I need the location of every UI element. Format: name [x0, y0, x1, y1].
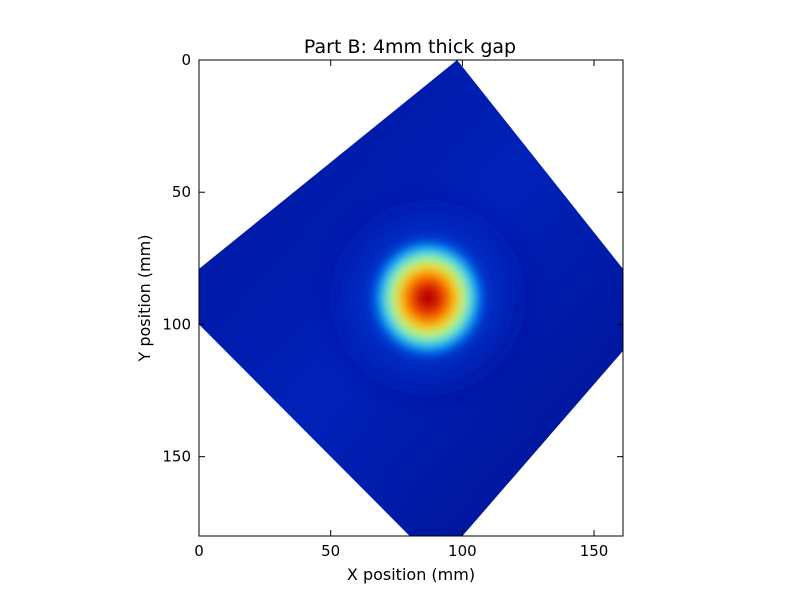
y-axis: 0 50 100 150 [162, 51, 623, 466]
y-tick-label: 100 [162, 315, 191, 333]
x-axis: 0 50 100 150 [194, 60, 608, 560]
y-tick-label: 0 [181, 51, 191, 69]
chart-title: Part B: 4mm thick gap [304, 36, 516, 58]
heatmap-hotspot [370, 237, 486, 359]
plot-area [199, 60, 623, 536]
x-tick-label: 0 [194, 542, 204, 560]
x-tick-label: 100 [448, 542, 477, 560]
plot-frame [198, 59, 624, 537]
y-axis-label: Y position (mm) [135, 235, 154, 363]
y-tick-label: 150 [162, 448, 191, 466]
x-tick-label: 150 [580, 542, 609, 560]
y-tick-label: 50 [172, 183, 191, 201]
x-tick-label: 50 [321, 542, 340, 560]
x-axis-label: X position (mm) [347, 565, 475, 584]
